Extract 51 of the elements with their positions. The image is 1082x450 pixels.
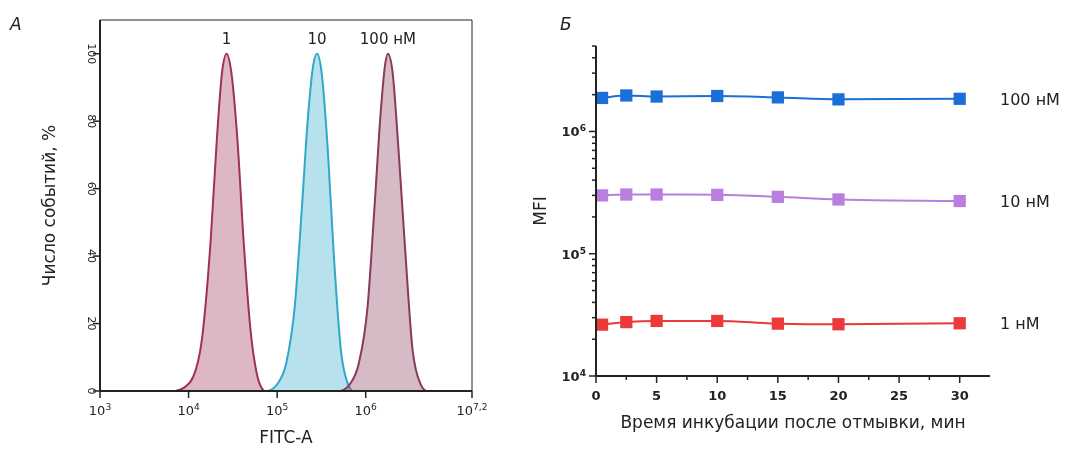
point	[650, 314, 663, 328]
point	[953, 194, 966, 208]
y-tick-label: 20	[85, 316, 98, 331]
x-axis-title: Время инкубации после отмывки, мин	[620, 412, 966, 432]
point	[771, 91, 784, 104]
point	[711, 188, 724, 201]
text: Б	[560, 14, 572, 34]
y-tick-label: 100	[85, 43, 98, 65]
series-label: 1	[221, 29, 232, 48]
x-tick-label: 25	[890, 388, 909, 403]
point	[832, 318, 845, 331]
x-tick-label: 0	[591, 388, 601, 403]
y-tick-label: 40	[85, 249, 98, 264]
point	[832, 93, 845, 106]
y-tick-label: 60	[85, 181, 98, 196]
point	[620, 188, 633, 201]
series-label: 100 нМ	[359, 29, 416, 48]
point	[595, 189, 609, 202]
y-axis-title: MFI	[530, 196, 550, 226]
point	[620, 89, 633, 102]
point	[620, 315, 633, 329]
x-tick-label: 30	[950, 388, 969, 403]
point	[650, 188, 663, 201]
x-tick-label: 10$^{4}$	[177, 402, 200, 418]
y-tick-label: 10$^{6}$	[561, 123, 586, 140]
x-tick-label: 10$^{6}$	[354, 402, 378, 418]
point	[650, 90, 663, 103]
text: 1 нМ	[1000, 314, 1040, 334]
x-tick-label: 10	[708, 388, 727, 403]
y-tick-label: 10$^{4}$	[561, 368, 586, 384]
point	[953, 317, 966, 330]
point	[711, 314, 724, 328]
y-tick-label: 10$^{5}$	[561, 245, 586, 262]
point	[771, 317, 784, 330]
x-tick-label: 15	[768, 388, 787, 403]
point	[711, 89, 724, 103]
x-axis-title: FITC-A	[259, 427, 314, 447]
text: А	[9, 14, 22, 34]
text: 10 нМ	[1000, 191, 1050, 211]
x-tick-label: 10$^{5}$	[265, 402, 289, 418]
y-axis-title: Число событий, %	[39, 124, 59, 287]
y-tick-label: 80	[85, 114, 98, 129]
point	[832, 193, 845, 206]
point	[953, 92, 966, 105]
x-tick-label: 10$^{7,2}$	[456, 402, 488, 418]
point	[771, 190, 784, 203]
x-tick-label: 10$^{3}$	[88, 402, 112, 418]
series-label: 10	[307, 29, 327, 48]
x-tick-label: 5	[652, 388, 662, 403]
x-tick-label: 20	[829, 388, 848, 403]
text: 100 нМ	[1000, 89, 1060, 109]
